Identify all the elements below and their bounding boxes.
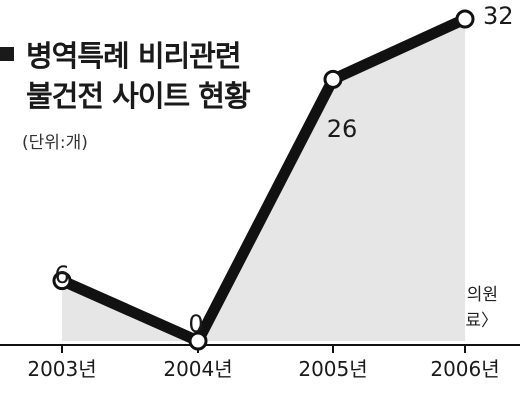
data-label-3: 26 [327,115,358,143]
chart-title-line-2: 불건전 사이트 현황 [26,79,251,113]
series-line [56,13,471,347]
chart-title-line-1: 병역특례 비리관련 [0,36,250,76]
data-point-1 [52,271,72,291]
x-tick-label-4: 2006년 [430,357,499,381]
data-point-3 [323,69,343,89]
data-point-4 [455,9,475,29]
x-tick-label-2: 2004년 [163,357,232,381]
unit-label: (단위:개) [22,133,88,153]
data-label-1: 6 [54,261,69,289]
data-label-2: 0 [188,310,203,338]
area-fill [62,19,465,341]
data-point-2 [188,331,208,351]
data-label-4: 32 [483,2,514,30]
x-tick-label-1: 2003년 [27,357,96,381]
x-tick-label-3: 2005년 [298,357,367,381]
chart-title: 병역특례 비리관련 불건전 사이트 현황 [0,36,251,116]
